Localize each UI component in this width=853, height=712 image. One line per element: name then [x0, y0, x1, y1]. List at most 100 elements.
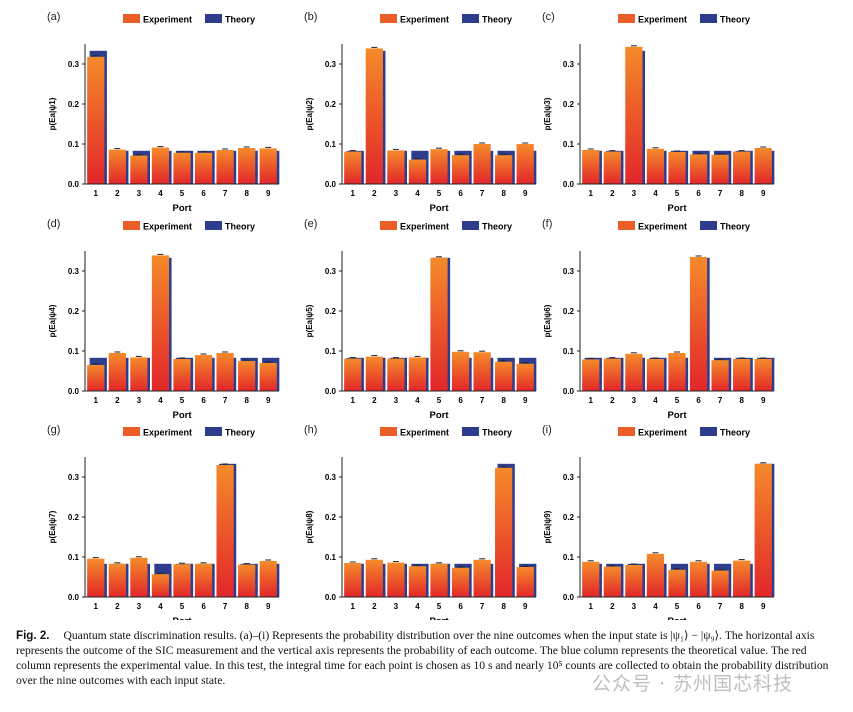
x-tick-label: 6	[201, 602, 206, 611]
x-tick-label: 5	[675, 189, 680, 198]
bar-experiment	[646, 359, 665, 391]
x-tick-label: 1	[94, 189, 99, 198]
x-tick-label: 7	[223, 602, 228, 611]
legend-swatch-experiment	[123, 221, 140, 230]
x-axis-title: Port	[668, 616, 688, 620]
x-axis-title: Port	[173, 203, 193, 214]
figure-grid: (a) Experiment Theory 1 2 3 4 5 6 7 8 9 0.0 0.1 0.2 0.3…	[47, 11, 775, 620]
x-tick-label: 7	[480, 396, 485, 405]
y-tick-label: 0.3	[563, 60, 575, 69]
bar-experiment	[130, 155, 148, 184]
x-tick-label: 1	[94, 602, 99, 611]
bar-experiment	[668, 353, 686, 391]
bar-experiment	[238, 564, 256, 597]
legend-label-theory: Theory	[720, 15, 750, 25]
x-tick-label: 5	[180, 189, 185, 198]
bar-experiment	[625, 565, 643, 597]
x-axis-title: Port	[668, 410, 688, 421]
bar-experiment	[365, 559, 383, 597]
bar-experiment	[625, 46, 643, 184]
y-axis-title: p(Ea|ψ6)	[543, 304, 552, 337]
y-tick-label: 0.0	[325, 593, 337, 602]
y-tick-label: 0.0	[325, 387, 337, 396]
bar-experiment	[151, 147, 170, 184]
bar-experiment	[344, 563, 362, 597]
bar-experiment	[259, 561, 277, 597]
x-tick-label: 8	[244, 602, 249, 611]
y-axis-title: p(Ea|ψ9)	[543, 510, 552, 543]
y-tick-label: 0.3	[68, 473, 80, 482]
y-tick-label: 0.0	[563, 180, 575, 189]
x-tick-label: 5	[437, 602, 442, 611]
x-tick-label: 2	[610, 189, 615, 198]
y-tick-label: 0.3	[68, 267, 80, 276]
legend-label-experiment: Experiment	[143, 428, 192, 438]
y-axis-title: p(Ea|ψ4)	[48, 304, 57, 337]
chart-panel-7: (g) Experiment Theory 1 2 3 4 5 6 7 8 9 0.0 0.1 0.2 0.3…	[47, 424, 280, 620]
y-tick-label: 0.2	[68, 307, 80, 316]
y-tick-label: 0.0	[68, 593, 80, 602]
x-tick-label: 7	[223, 189, 228, 198]
x-tick-label: 8	[501, 602, 506, 611]
bar-experiment	[87, 558, 105, 597]
x-tick-label: 9	[523, 189, 528, 198]
x-tick-label: 1	[351, 396, 356, 405]
chart-panel-1: (a) Experiment Theory 1 2 3 4 5 6 7 8 9 0.0 0.1 0.2 0.3…	[47, 11, 280, 214]
legend-label-theory: Theory	[720, 222, 750, 232]
legend-swatch-theory	[700, 427, 717, 436]
bar-experiment	[689, 257, 708, 391]
x-tick-label: 5	[437, 189, 442, 198]
legend-swatch-experiment	[380, 14, 397, 23]
legend-label-theory: Theory	[482, 15, 512, 25]
x-tick-label: 4	[415, 602, 420, 611]
x-tick-label: 3	[137, 396, 142, 405]
x-tick-label: 1	[351, 602, 356, 611]
x-tick-label: 3	[394, 396, 399, 405]
x-tick-label: 6	[201, 396, 206, 405]
bar-experiment	[603, 566, 621, 597]
panel-label: (g)	[47, 424, 60, 436]
watermark: 公众号 · 苏州国芯科技	[592, 673, 794, 695]
y-axis-title: p(Ea|ψ2)	[305, 97, 314, 130]
bar-experiment	[625, 353, 643, 391]
x-tick-label: 7	[718, 189, 723, 198]
bar-experiment	[733, 560, 751, 597]
x-tick-label: 5	[437, 396, 442, 405]
y-tick-label: 0.0	[68, 387, 80, 396]
x-tick-label: 8	[739, 602, 744, 611]
panel-label: (f)	[542, 218, 552, 230]
x-tick-label: 8	[739, 396, 744, 405]
x-tick-label: 4	[653, 602, 658, 611]
legend-swatch-experiment	[618, 14, 635, 23]
x-axis-title: Port	[173, 410, 193, 421]
bar-experiment	[130, 357, 148, 391]
x-tick-label: 3	[632, 396, 637, 405]
y-tick-label: 0.1	[563, 347, 575, 356]
x-tick-label: 2	[610, 396, 615, 405]
legend-label-experiment: Experiment	[638, 222, 687, 232]
legend-swatch-theory	[205, 14, 222, 23]
y-tick-label: 0.1	[68, 347, 80, 356]
x-tick-label: 6	[458, 396, 463, 405]
bar-experiment	[108, 149, 126, 184]
y-tick-label: 0.3	[68, 60, 80, 69]
legend-label-experiment: Experiment	[143, 222, 192, 232]
legend-swatch-experiment	[618, 427, 635, 436]
x-tick-label: 9	[761, 189, 766, 198]
bar-experiment	[582, 359, 600, 391]
x-tick-label: 7	[480, 602, 485, 611]
x-tick-label: 6	[696, 396, 701, 405]
bar-experiment	[473, 352, 491, 391]
bar-experiment	[473, 559, 491, 597]
legend-label-experiment: Experiment	[638, 428, 687, 438]
x-tick-label: 5	[180, 396, 185, 405]
y-tick-label: 0.2	[563, 513, 575, 522]
chart-panel-6: (f) Experiment Theory 1 2 3 4 5 6 7 8 9 0.0 0.1 0.2 0.3…	[542, 218, 775, 421]
bar-experiment	[733, 359, 751, 391]
bar-experiment	[516, 144, 534, 184]
bar-experiment	[387, 150, 405, 184]
y-tick-label: 0.0	[325, 180, 337, 189]
x-tick-label: 6	[201, 189, 206, 198]
y-tick-label: 0.1	[325, 347, 337, 356]
bar-experiment	[87, 365, 105, 391]
